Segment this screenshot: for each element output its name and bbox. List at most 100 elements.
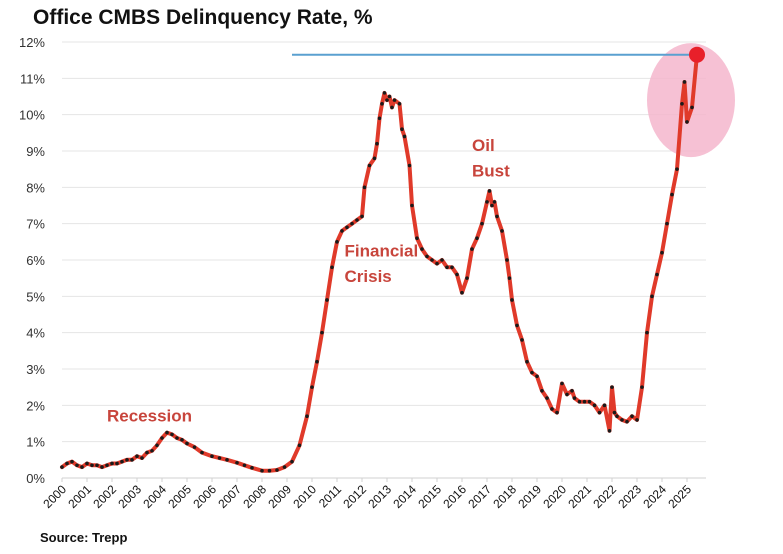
data-point	[100, 465, 104, 469]
y-tick-label: 3%	[26, 362, 45, 377]
data-point	[415, 236, 419, 240]
data-point	[500, 229, 504, 233]
x-tick-label: 2014	[390, 482, 419, 511]
data-point	[320, 330, 324, 335]
highlight-point	[689, 46, 705, 63]
data-point	[185, 441, 189, 446]
data-point	[410, 203, 414, 208]
data-point	[525, 359, 529, 364]
data-point	[235, 460, 239, 465]
data-point	[610, 385, 614, 389]
data-point	[435, 261, 439, 266]
y-tick-label: 9%	[26, 144, 45, 159]
data-point	[465, 276, 469, 280]
data-point	[565, 392, 569, 397]
data-point	[430, 258, 434, 262]
x-tick-label: 2007	[215, 482, 244, 511]
data-point	[375, 141, 379, 146]
data-point	[65, 461, 69, 466]
data-point	[315, 359, 319, 364]
data-point	[390, 105, 394, 110]
data-point	[130, 458, 134, 462]
y-tick-label: 4%	[26, 326, 45, 341]
data-point	[660, 250, 664, 255]
data-point	[505, 258, 509, 262]
data-point	[95, 463, 99, 468]
data-point	[612, 410, 617, 415]
overlay-layer	[689, 46, 705, 63]
x-tick-label: 2002	[90, 482, 119, 511]
data-point	[515, 323, 519, 328]
data-point	[192, 445, 197, 449]
annotation-label: Financial	[345, 241, 419, 260]
x-tick-label: 2003	[115, 482, 144, 511]
data-point	[592, 403, 597, 408]
data-point	[267, 468, 272, 473]
data-point	[615, 414, 619, 419]
data-point	[250, 466, 254, 470]
data-point	[550, 407, 554, 411]
data-point	[460, 290, 464, 295]
data-point	[625, 419, 629, 424]
y-tick-label: 2%	[26, 398, 45, 413]
data-point	[507, 276, 512, 280]
data-point	[125, 458, 129, 462]
data-point	[607, 428, 612, 433]
annotation-label: Recession	[107, 407, 192, 426]
y-axis-ticks: 0% 1% 2% 3% 4% 5% 6% 7% 8% 9% 10% 11% 12%	[19, 35, 45, 486]
x-tick-label: 2006	[190, 482, 219, 511]
y-tick-label: 6%	[26, 253, 45, 268]
highlight-layer	[292, 43, 735, 158]
annotation-label: Crisis	[345, 267, 392, 286]
x-tick-label: 2018	[490, 482, 519, 511]
x-tick-label: 2016	[440, 482, 469, 511]
x-tick-label: 2019	[515, 482, 544, 511]
data-point	[397, 101, 402, 106]
data-point	[402, 134, 407, 139]
data-point	[487, 189, 492, 193]
y-tick-label: 8%	[26, 180, 45, 195]
data-point	[380, 101, 384, 106]
data-point	[520, 338, 524, 342]
x-tick-label: 2009	[265, 482, 294, 511]
data-point	[420, 247, 424, 251]
data-point	[582, 399, 587, 404]
data-point	[670, 192, 674, 197]
data-point	[75, 463, 79, 468]
data-point	[110, 461, 114, 466]
x-tick-label: 2000	[40, 482, 69, 511]
data-point	[407, 163, 412, 168]
data-point	[210, 454, 214, 459]
data-point	[282, 465, 287, 469]
data-point	[330, 265, 334, 270]
data-point	[455, 272, 459, 277]
data-point	[540, 389, 544, 393]
data-point	[325, 298, 329, 302]
x-tick-label: 2025	[665, 482, 694, 511]
data-point	[680, 101, 684, 106]
data-point	[490, 203, 494, 208]
data-point	[290, 459, 294, 464]
data-point	[572, 396, 577, 400]
data-point	[577, 399, 582, 404]
data-point	[355, 218, 359, 222]
data-point	[475, 236, 479, 240]
data-point	[445, 265, 449, 270]
data-point	[200, 450, 204, 455]
data-point	[425, 254, 429, 259]
data-point	[620, 418, 624, 422]
data-point	[340, 229, 344, 233]
y-tick-label: 0%	[26, 471, 45, 486]
series-layer	[60, 52, 699, 473]
data-point	[145, 450, 149, 455]
data-point	[450, 265, 454, 270]
data-point	[165, 430, 169, 435]
data-point	[597, 410, 602, 415]
data-point	[140, 456, 144, 460]
data-point	[655, 272, 659, 277]
data-point	[345, 225, 349, 230]
x-tick-label: 2017	[465, 482, 494, 511]
data-point	[160, 436, 164, 440]
data-point	[645, 330, 649, 335]
